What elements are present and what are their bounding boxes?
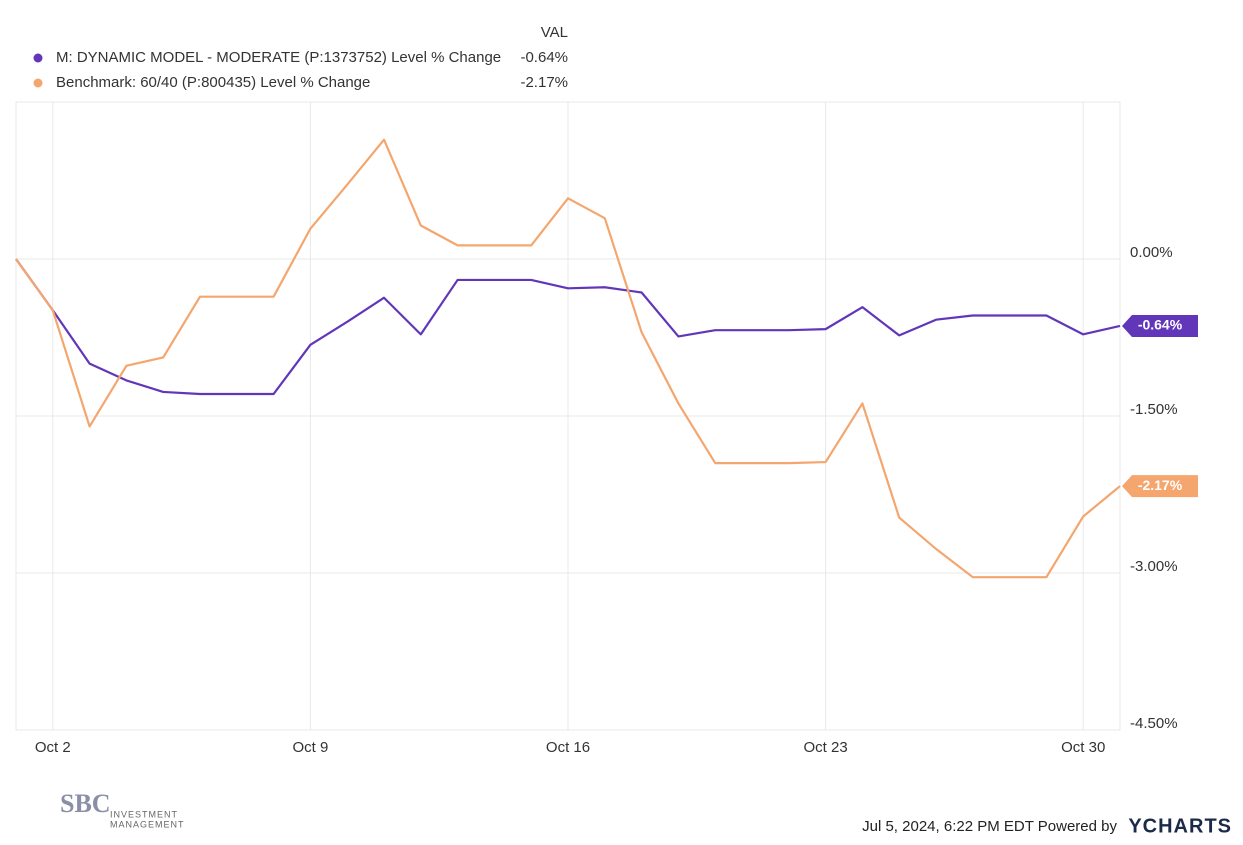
- legend-marker: [33, 53, 43, 63]
- brand: YCHARTS: [1128, 815, 1232, 837]
- legend-label: Benchmark: 60/40 (P:800435) Level % Chan…: [56, 74, 370, 91]
- x-tick-label: Oct 23: [804, 739, 848, 756]
- x-tick-label: Oct 16: [546, 739, 590, 756]
- x-tick-label: Oct 30: [1061, 739, 1105, 756]
- y-tick-label: -1.50%: [1130, 401, 1178, 418]
- legend-value: -2.17%: [520, 74, 568, 91]
- x-tick-label: Oct 9: [292, 739, 328, 756]
- logo-line: INVESTMENT: [110, 809, 178, 819]
- timestamp: Jul 5, 2024, 6:22 PM EDT Powered by: [862, 818, 1117, 835]
- legend-marker: [33, 78, 43, 88]
- logo-line: MANAGEMENT: [110, 819, 185, 829]
- y-tick-label: -4.50%: [1130, 715, 1178, 732]
- end-badge: [1122, 475, 1198, 498]
- y-tick-label: 0.00%: [1130, 244, 1173, 261]
- end-label: -0.64%: [1138, 317, 1183, 333]
- legend-label: M: DYNAMIC MODEL - MODERATE (P:1373752) …: [56, 49, 501, 66]
- logo: SBC: [60, 789, 111, 818]
- legend-value: -0.64%: [520, 49, 568, 66]
- series-line: [15, 258, 1121, 396]
- x-tick-label: Oct 2: [35, 739, 71, 756]
- value-header: VAL: [541, 24, 568, 41]
- end-label: -2.17%: [1138, 477, 1183, 493]
- y-tick-label: -3.00%: [1130, 558, 1178, 575]
- end-badge: [1122, 314, 1198, 337]
- series-line: [15, 138, 1121, 579]
